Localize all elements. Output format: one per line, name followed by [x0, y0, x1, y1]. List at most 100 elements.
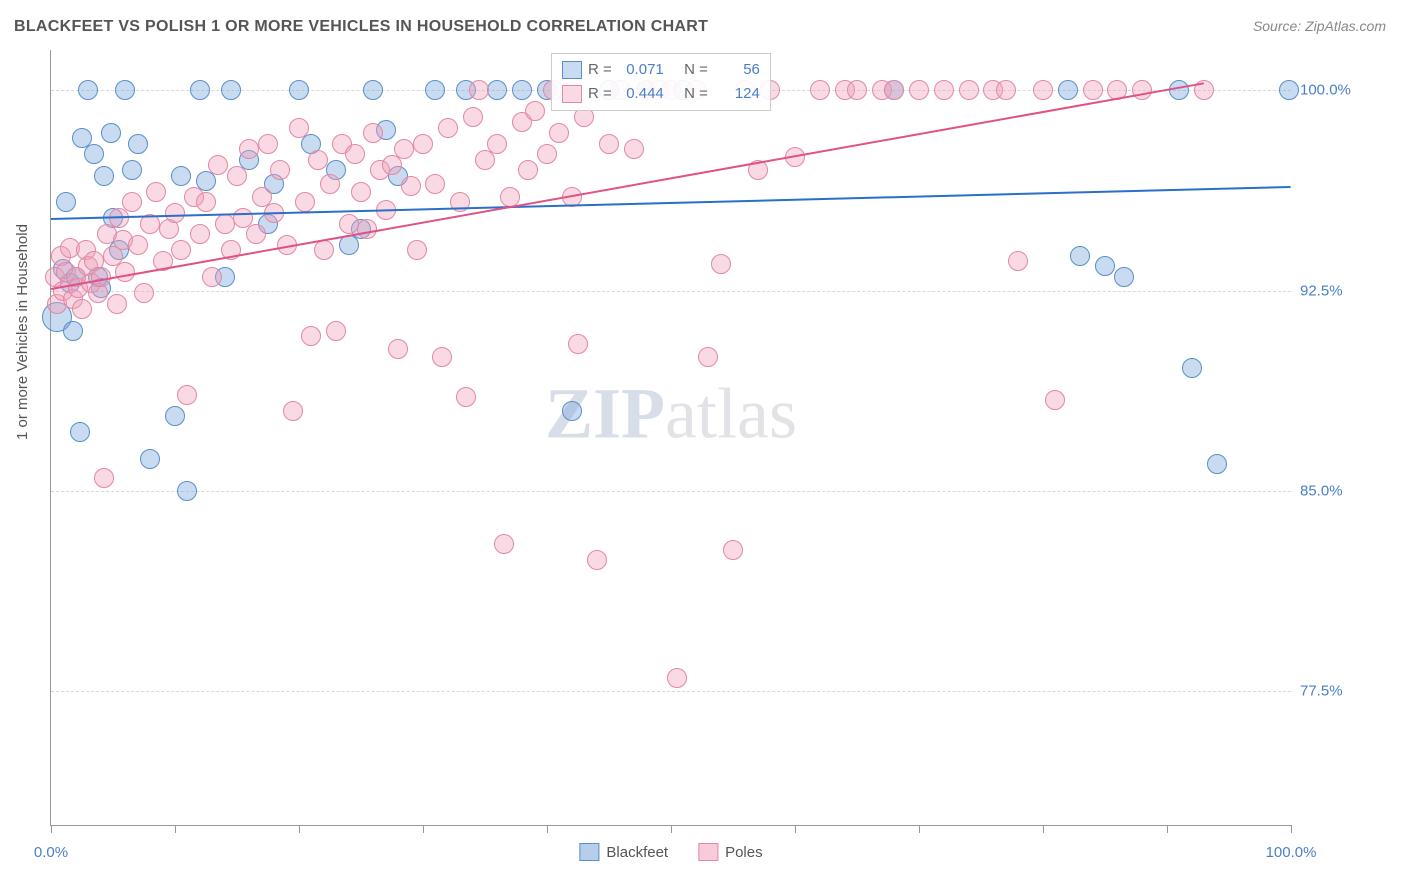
scatter-point [624, 139, 644, 159]
scatter-point [1083, 80, 1103, 100]
scatter-point [432, 347, 452, 367]
scatter-point [128, 235, 148, 255]
source-attribution: Source: ZipAtlas.com [1253, 18, 1386, 34]
scatter-point [1279, 80, 1299, 100]
x-tick [175, 825, 176, 833]
scatter-point [63, 321, 83, 341]
scatter-point [568, 334, 588, 354]
scatter-point [239, 139, 259, 159]
y-axis-title: 1 or more Vehicles in Household [14, 224, 31, 440]
scatter-point [562, 401, 582, 421]
scatter-point [413, 134, 433, 154]
scatter-point [295, 192, 315, 212]
scatter-point [537, 144, 557, 164]
scatter-point [909, 80, 929, 100]
scatter-point [425, 174, 445, 194]
scatter-point [1070, 246, 1090, 266]
scatter-point [326, 321, 346, 341]
legend-swatch [562, 61, 582, 79]
scatter-point [1182, 358, 1202, 378]
scatter-point [525, 101, 545, 121]
scatter-point [394, 139, 414, 159]
scatter-point [407, 240, 427, 260]
scatter-point [363, 123, 383, 143]
scatter-point [996, 80, 1016, 100]
y-tick-label: 85.0% [1300, 482, 1343, 499]
scatter-point [810, 80, 830, 100]
scatter-point [518, 160, 538, 180]
scatter-point [512, 80, 532, 100]
scatter-point [425, 80, 445, 100]
scatter-point [438, 118, 458, 138]
scatter-point [134, 283, 154, 303]
x-tick [1291, 825, 1292, 833]
scatter-point [487, 134, 507, 154]
stat-r: 0.071 [618, 58, 664, 82]
scatter-point [289, 118, 309, 138]
x-tick-label: 100.0% [1266, 844, 1317, 861]
x-tick [795, 825, 796, 833]
stats-legend: R =0.071 N =56R =0.444 N =124 [551, 53, 771, 111]
scatter-point [308, 150, 328, 170]
x-tick [299, 825, 300, 833]
legend-swatch [562, 85, 582, 103]
bottom-legend: Blackfeet Poles [579, 843, 762, 861]
x-tick [1167, 825, 1168, 833]
scatter-point [475, 150, 495, 170]
scatter-point [599, 134, 619, 154]
plot-area: ZIPatlas 0.0%100.0%R =0.071 N =56R =0.44… [50, 50, 1291, 826]
stats-row: R =0.071 N =56 [562, 58, 760, 82]
gridline [51, 291, 1291, 292]
scatter-point [723, 540, 743, 560]
scatter-point [382, 155, 402, 175]
scatter-point [351, 182, 371, 202]
scatter-point [146, 182, 166, 202]
scatter-point [107, 294, 127, 314]
chart-title: BLACKFEET VS POLISH 1 OR MORE VEHICLES I… [14, 18, 708, 36]
legend-label: Blackfeet [606, 844, 668, 861]
scatter-point [246, 224, 266, 244]
trendline [51, 82, 1205, 290]
scatter-point [202, 267, 222, 287]
scatter-point [363, 80, 383, 100]
scatter-point [208, 155, 228, 175]
scatter-point [94, 166, 114, 186]
legend-swatch [579, 843, 599, 861]
scatter-point [78, 80, 98, 100]
x-tick-label: 0.0% [34, 844, 68, 861]
scatter-point [56, 192, 76, 212]
chart-container: BLACKFEET VS POLISH 1 OR MORE VEHICLES I… [0, 0, 1406, 892]
x-tick [51, 825, 52, 833]
scatter-point [401, 176, 421, 196]
scatter-point [70, 422, 90, 442]
scatter-point [314, 240, 334, 260]
legend-item: Poles [698, 843, 763, 861]
scatter-point [215, 214, 235, 234]
x-tick [1043, 825, 1044, 833]
stat-r: 0.444 [618, 82, 664, 106]
scatter-point [456, 387, 476, 407]
scatter-point [177, 385, 197, 405]
scatter-point [196, 192, 216, 212]
scatter-point [549, 123, 569, 143]
scatter-point [1169, 80, 1189, 100]
scatter-point [72, 299, 92, 319]
scatter-point [270, 160, 290, 180]
gridline [51, 691, 1291, 692]
legend-swatch [698, 843, 718, 861]
gridline [51, 491, 1291, 492]
x-tick [423, 825, 424, 833]
scatter-point [221, 80, 241, 100]
scatter-point [1045, 390, 1065, 410]
scatter-point [1095, 256, 1115, 276]
scatter-point [283, 401, 303, 421]
stat-n: 124 [714, 82, 760, 106]
scatter-point [289, 80, 309, 100]
scatter-point [301, 326, 321, 346]
scatter-point [711, 254, 731, 274]
scatter-point [101, 123, 121, 143]
scatter-point [94, 468, 114, 488]
scatter-point [959, 80, 979, 100]
scatter-point [227, 166, 247, 186]
scatter-point [494, 534, 514, 554]
